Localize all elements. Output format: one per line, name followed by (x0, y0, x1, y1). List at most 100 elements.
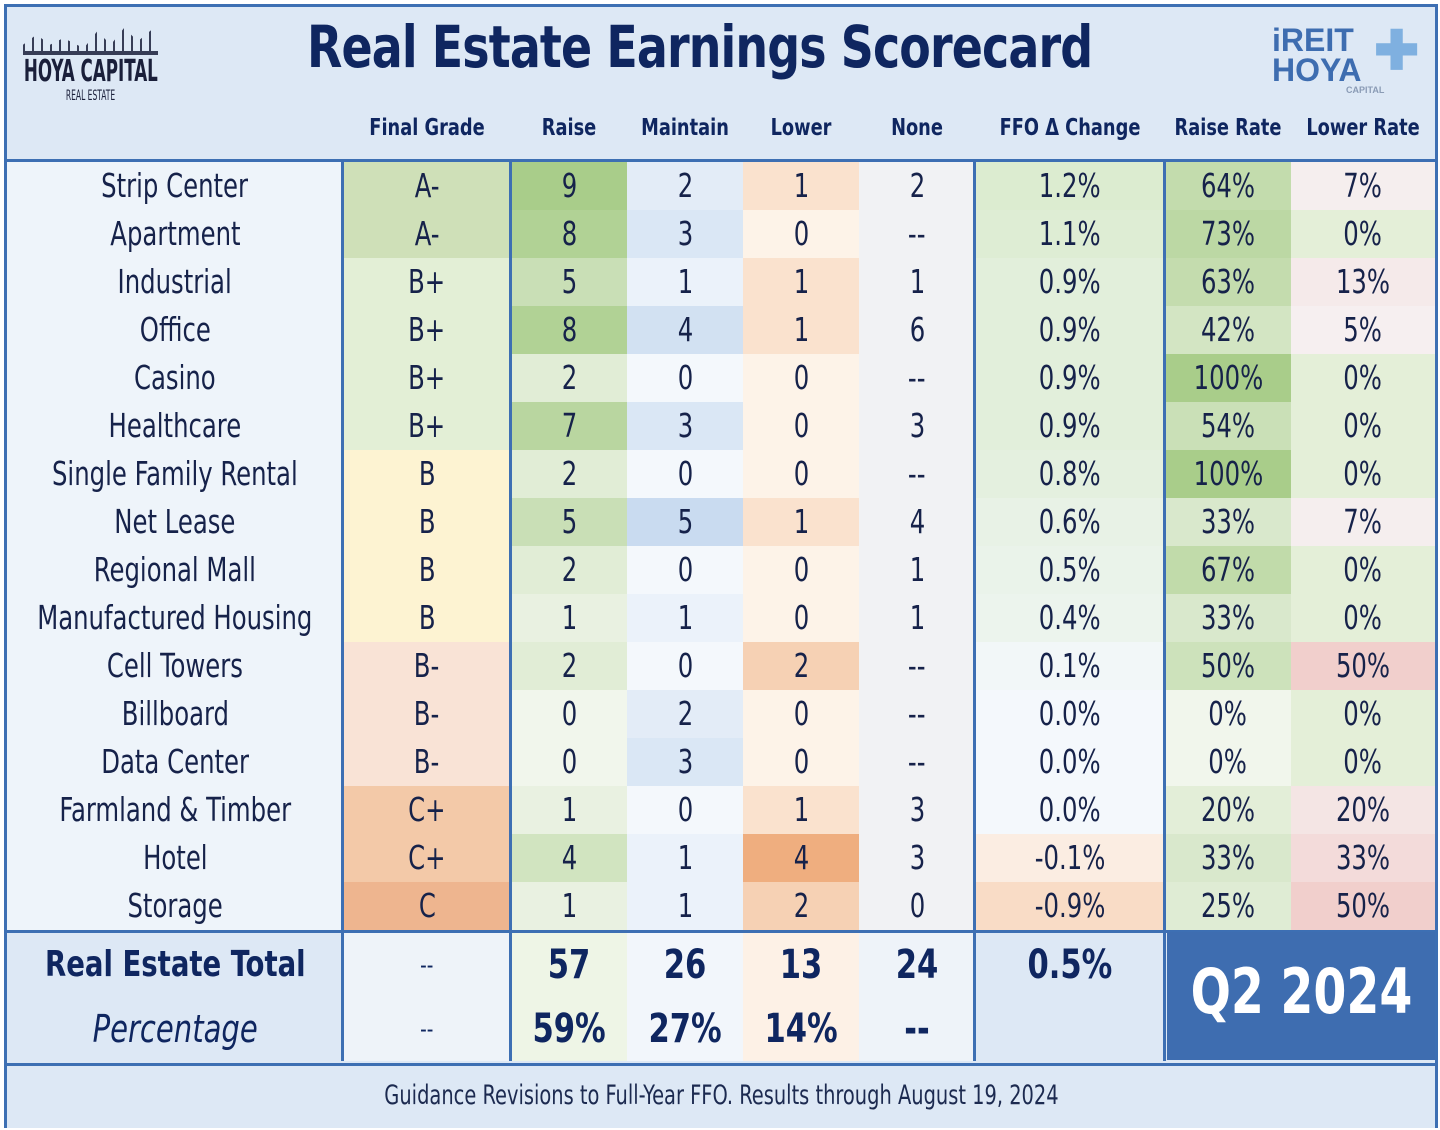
cell-value: C+ (408, 790, 446, 829)
cell-maintain: 3 (627, 738, 743, 786)
cell-value: 0 (793, 694, 809, 733)
cell-value: -- (908, 454, 926, 493)
total-value: -- (420, 951, 434, 979)
cell-ffo: 0.5% (975, 546, 1165, 594)
column-header-maintain: Maintain (641, 115, 729, 141)
cell-value: B- (414, 694, 440, 733)
cell-value: 1 (793, 262, 809, 301)
cell-value: 33% (1200, 838, 1256, 877)
cell-grade: A- (343, 162, 511, 210)
cell-value: Industrial (117, 262, 233, 301)
cell-lower-rate: 0% (1291, 738, 1435, 786)
cell-value: 1 (561, 790, 577, 829)
cell-value: Strip Center (101, 166, 249, 205)
cell-maintain: 0 (627, 546, 743, 594)
cell-value: -- (908, 358, 926, 397)
cell-lower-rate: 33% (1291, 834, 1435, 882)
cell-raise: 1 (511, 882, 627, 930)
cell-value: B+ (408, 310, 446, 349)
divider (341, 162, 344, 1061)
cell-value: 1.1% (1039, 214, 1101, 253)
cell-grade: B- (343, 642, 511, 690)
cell-value: 1 (909, 262, 925, 301)
cell-ffo: 0.9% (975, 306, 1165, 354)
cell-raise: 0 (511, 738, 627, 786)
hoya-capital-logo: HOYA CAPITAL REAL ESTATE (23, 21, 158, 103)
cell-maintain: 3 (627, 402, 743, 450)
skyline-icon (23, 24, 158, 55)
column-header-raise-rate: Raise Rate (1174, 115, 1282, 141)
cell-maintain: 0 (627, 354, 743, 402)
row-label: Strip Center (7, 162, 343, 210)
total-ffo: 0.5% (975, 933, 1165, 1061)
cell-value: 0% (1208, 694, 1248, 733)
cell-lower: 0 (743, 594, 859, 642)
cell-lower: 0 (743, 738, 859, 786)
total-label: Real Estate Total (7, 933, 343, 997)
cell-value: Apartment (109, 214, 241, 253)
cell-maintain: 0 (627, 642, 743, 690)
cell-grade: B+ (343, 306, 511, 354)
cell-value: 100% (1193, 454, 1263, 493)
cell-raise-rate: 100% (1165, 354, 1291, 402)
cell-value: 33% (1200, 598, 1256, 637)
logo-subtext: CAPITAL (1346, 85, 1385, 95)
cell-value: Farmland & Timber (59, 790, 291, 829)
cell-value: 1 (793, 166, 809, 205)
cell-raise-rate: 42% (1165, 306, 1291, 354)
column-header-none: None (891, 115, 943, 141)
total-lower: 13 (743, 933, 859, 997)
footer-note: Guidance Revisions to Full-Year FFO. Res… (383, 1080, 1059, 1111)
cell-value: 0% (1343, 598, 1383, 637)
cell-none: -- (859, 642, 975, 690)
total-none: 24 (859, 933, 975, 997)
cell-value: 1 (793, 502, 809, 541)
cell-raise-rate: 33% (1165, 498, 1291, 546)
cell-raise: 2 (511, 642, 627, 690)
cell-value: 2 (561, 454, 577, 493)
cell-raise: 0 (511, 690, 627, 738)
cell-value: 20% (1335, 790, 1391, 829)
cell-raise: 8 (511, 210, 627, 258)
cell-value: -- (908, 646, 926, 685)
cell-value: 1 (677, 886, 693, 925)
cell-raise-rate: 25% (1165, 882, 1291, 930)
percentage-label: Percentage (7, 997, 343, 1061)
total-value: -- (420, 1015, 434, 1043)
cell-none: 1 (859, 594, 975, 642)
cell-value: 63% (1200, 262, 1256, 301)
cell-lower-rate: 7% (1291, 162, 1435, 210)
cell-maintain: 0 (627, 786, 743, 834)
cell-value: 0% (1343, 454, 1383, 493)
plus-icon: ✚ (1374, 21, 1420, 81)
total-value: 0.5% (1027, 942, 1113, 988)
cell-ffo: 0.9% (975, 402, 1165, 450)
cell-value: 0% (1343, 694, 1383, 733)
cell-lower: 0 (743, 450, 859, 498)
cell-value: 0 (677, 790, 693, 829)
cell-value: 5 (561, 502, 577, 541)
percentage-grade: -- (343, 997, 511, 1061)
cell-lower-rate: 0% (1291, 450, 1435, 498)
cell-lower: 2 (743, 882, 859, 930)
cell-value: A- (414, 214, 440, 253)
cell-none: -- (859, 450, 975, 498)
cell-value: 0.9% (1039, 262, 1101, 301)
cell-value: 2 (793, 886, 809, 925)
cell-value: 50% (1335, 886, 1391, 925)
cell-value: 0.0% (1039, 694, 1101, 733)
cell-value: 0.0% (1039, 742, 1101, 781)
cell-value: Cell Towers (107, 646, 243, 685)
cell-value: B+ (408, 358, 446, 397)
row-label: Apartment (7, 210, 343, 258)
row-label: Data Center (7, 738, 343, 786)
row-label: Industrial (7, 258, 343, 306)
cell-value: 3 (909, 406, 925, 445)
cell-value: 13% (1335, 262, 1391, 301)
cell-ffo: 0.8% (975, 450, 1165, 498)
cell-ffo: -0.9% (975, 882, 1165, 930)
total-value: -- (904, 1006, 930, 1052)
cell-lower: 0 (743, 546, 859, 594)
cell-maintain: 1 (627, 258, 743, 306)
cell-value: 1 (793, 790, 809, 829)
